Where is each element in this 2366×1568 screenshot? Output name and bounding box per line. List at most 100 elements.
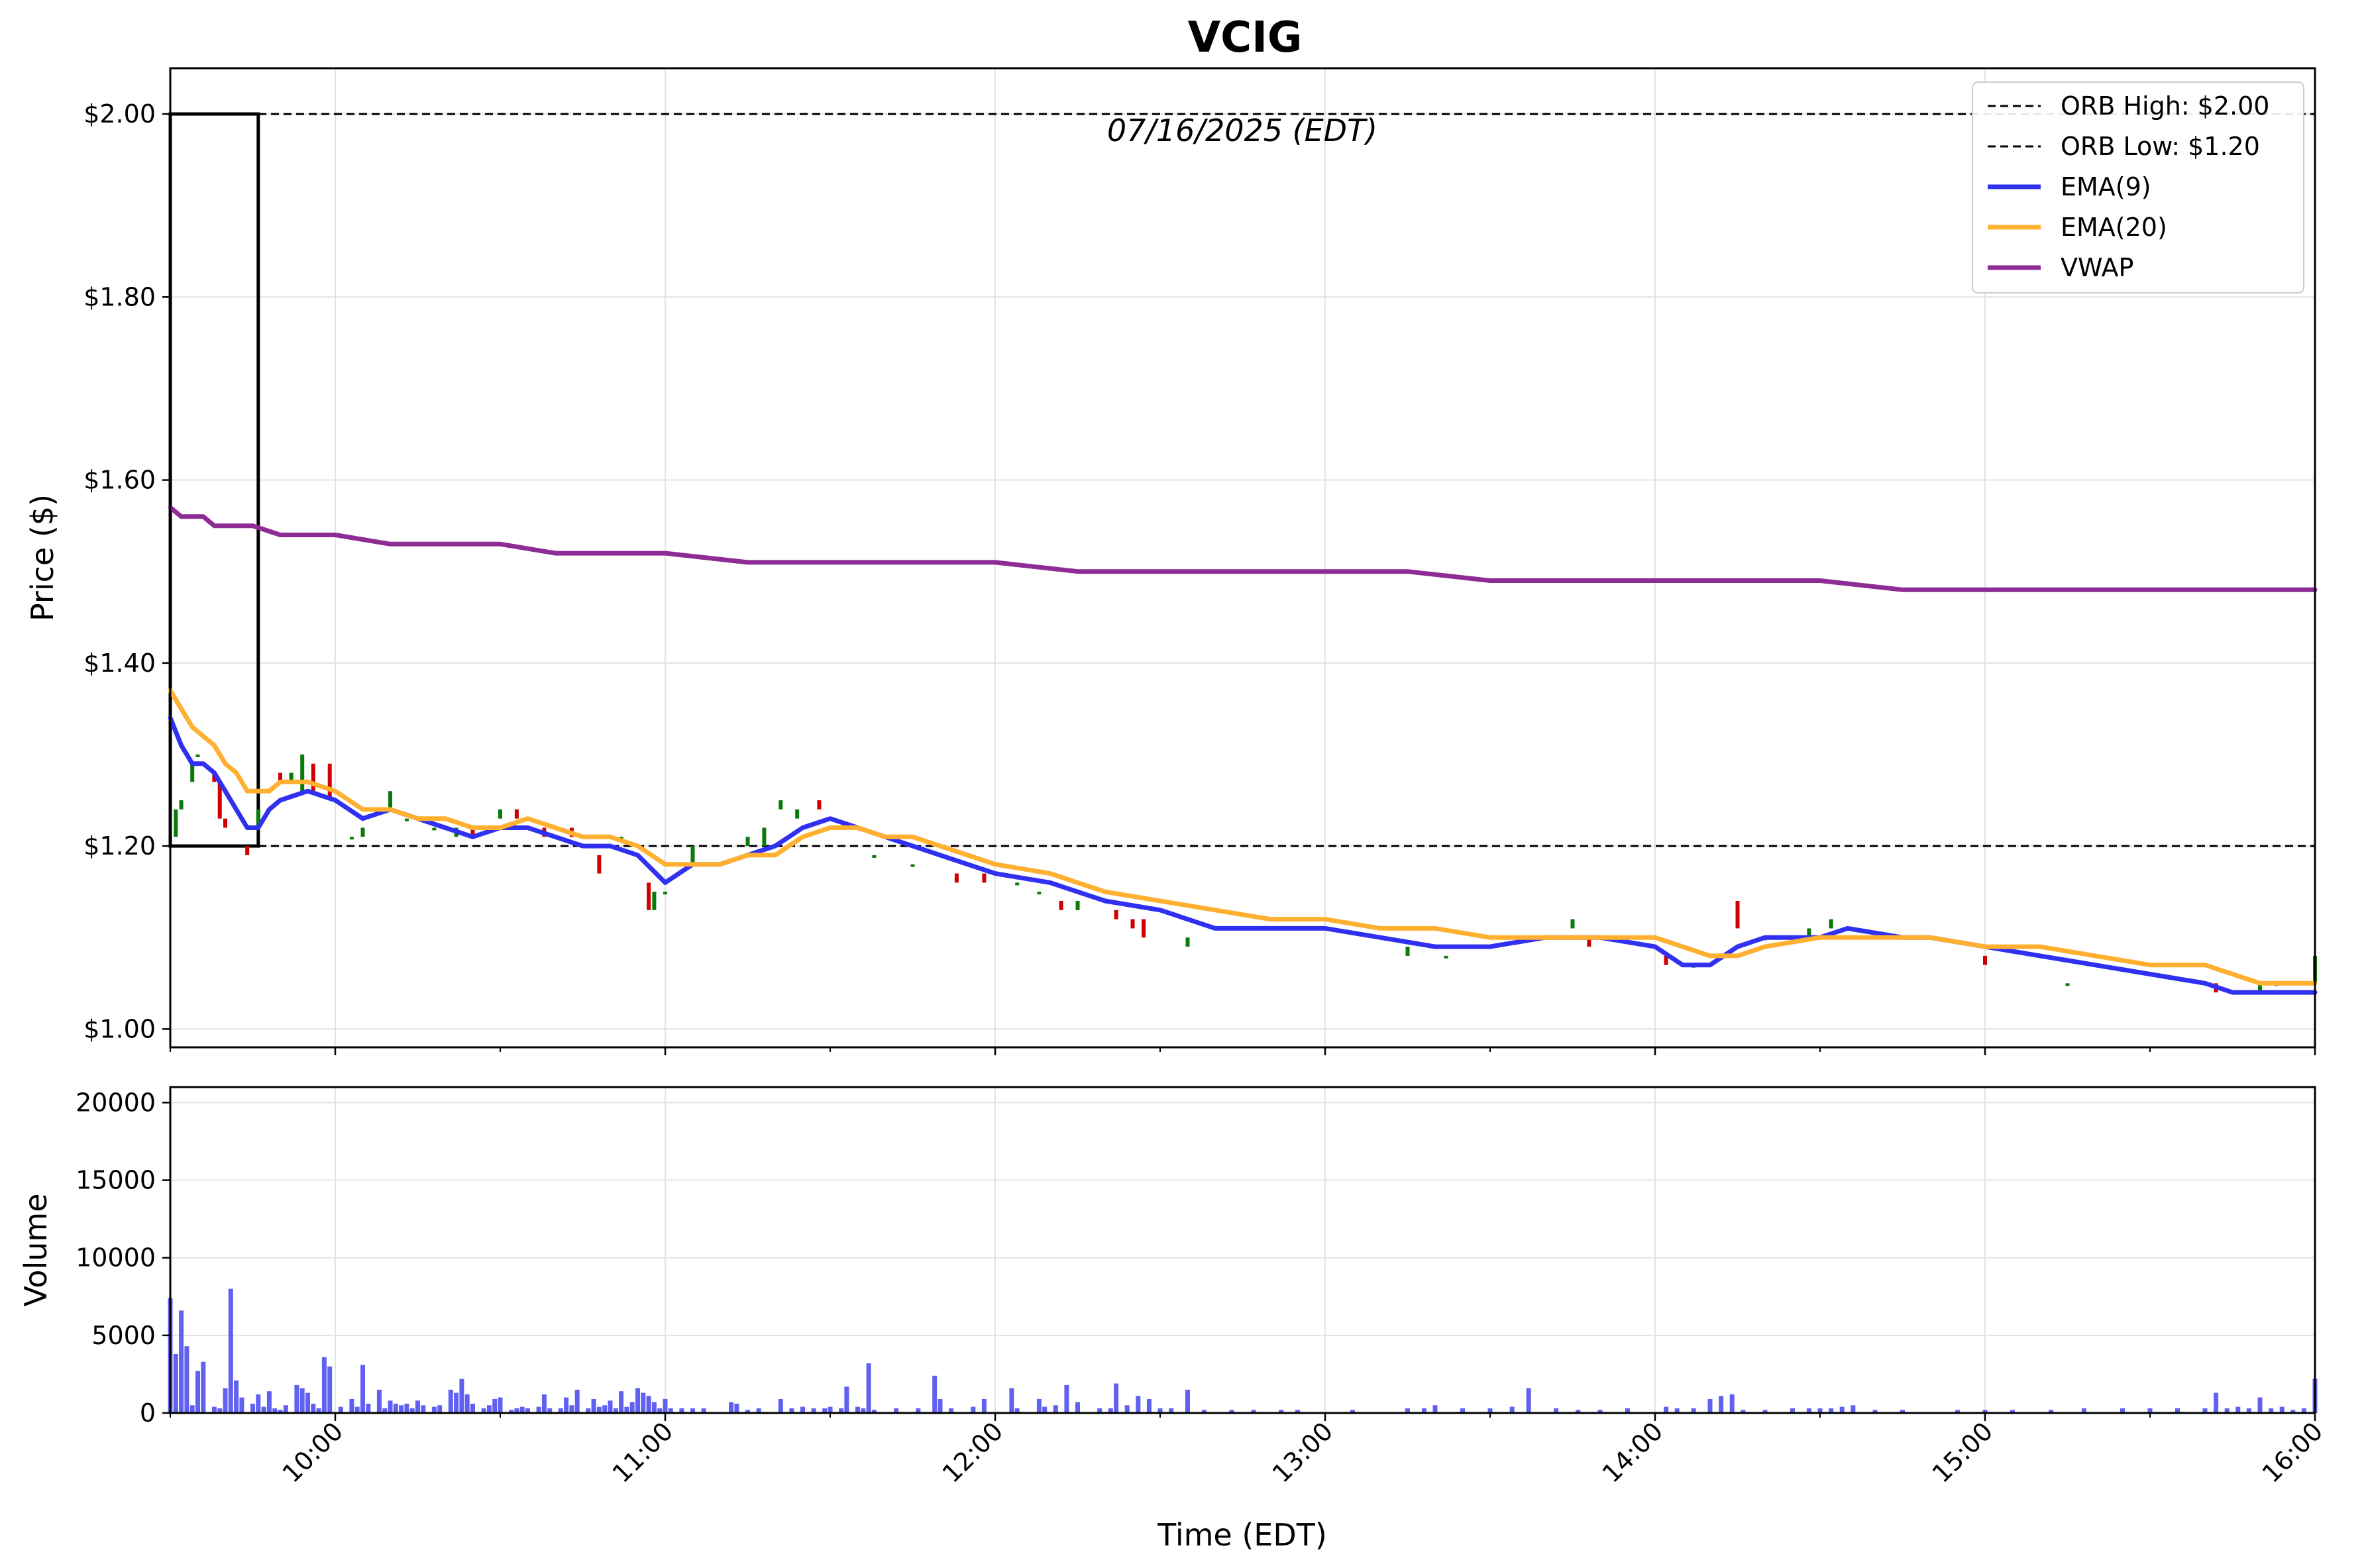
volume-bar bbox=[602, 1405, 608, 1413]
candle bbox=[817, 800, 822, 810]
candle bbox=[311, 763, 315, 792]
volume-bar bbox=[327, 1366, 333, 1413]
volume-bar bbox=[871, 1410, 877, 1413]
volume-bar bbox=[1169, 1408, 1174, 1413]
volume-bar bbox=[679, 1408, 684, 1413]
volume-bar bbox=[1664, 1406, 1669, 1413]
volume-bar bbox=[2279, 1406, 2285, 1413]
volume-bar bbox=[448, 1389, 453, 1413]
candle bbox=[663, 892, 667, 895]
candle bbox=[762, 827, 767, 847]
volume-bar bbox=[437, 1405, 443, 1413]
legend-label-orb-high: ORB High: $2.00 bbox=[2061, 91, 2269, 121]
series-line-vwap bbox=[168, 505, 2318, 592]
candle bbox=[245, 846, 250, 855]
volume-bar bbox=[459, 1379, 464, 1413]
volume-bar bbox=[828, 1406, 833, 1413]
candle bbox=[360, 827, 365, 837]
volume-bar bbox=[1674, 1408, 1680, 1413]
volume-bar bbox=[278, 1410, 283, 1413]
volume-bar bbox=[596, 1406, 602, 1413]
volume-bar bbox=[189, 1405, 195, 1413]
volume-bar bbox=[1955, 1410, 1960, 1413]
volume-bar bbox=[591, 1398, 596, 1413]
volume-bar bbox=[1982, 1410, 1988, 1413]
series-lines bbox=[168, 505, 2318, 995]
volume-bar bbox=[2301, 1408, 2306, 1413]
volume-bar bbox=[1108, 1408, 1113, 1413]
candle bbox=[212, 772, 217, 782]
volume-bar bbox=[756, 1408, 761, 1413]
candle bbox=[278, 772, 282, 782]
volume-bar bbox=[701, 1408, 706, 1413]
volume-bar bbox=[338, 1406, 343, 1413]
candle bbox=[745, 837, 750, 847]
candle bbox=[404, 818, 409, 821]
candle bbox=[982, 873, 987, 883]
candle bbox=[1807, 928, 1811, 938]
volume-bar bbox=[564, 1397, 569, 1413]
volume-bar bbox=[1829, 1408, 1834, 1413]
volume-bar bbox=[1114, 1383, 1119, 1413]
volume-bar bbox=[217, 1408, 223, 1413]
volume-bar bbox=[211, 1406, 217, 1413]
volume-bar bbox=[321, 1357, 327, 1413]
volume-bar bbox=[894, 1408, 899, 1413]
candle bbox=[872, 855, 877, 858]
reference-lines bbox=[170, 113, 2315, 847]
candle bbox=[1114, 910, 1118, 919]
volume-bar bbox=[569, 1405, 574, 1413]
volume-bar bbox=[586, 1408, 591, 1413]
volume-bar bbox=[2257, 1397, 2263, 1413]
volume-bar bbox=[1719, 1396, 1724, 1413]
volume-bar bbox=[266, 1391, 272, 1413]
volume-bar bbox=[228, 1288, 233, 1413]
volume-bar bbox=[1097, 1408, 1102, 1413]
volume-y-tick-label: 15000 bbox=[76, 1166, 156, 1195]
candle bbox=[647, 882, 651, 910]
volume-bar bbox=[734, 1403, 739, 1413]
volume-bar bbox=[916, 1408, 921, 1413]
volume-bar bbox=[1790, 1408, 1795, 1413]
volume-bar bbox=[404, 1403, 409, 1413]
volume-bar bbox=[173, 1353, 178, 1413]
legend: ORB High: $2.00 ORB Low: $1.20 EMA(9) EM… bbox=[1972, 81, 2304, 293]
candle bbox=[1587, 937, 1591, 947]
price-y-tick-label: $2.00 bbox=[83, 99, 156, 129]
volume-bar bbox=[1124, 1405, 1130, 1413]
volume-bar bbox=[690, 1408, 695, 1413]
volume-bar bbox=[2175, 1408, 2180, 1413]
volume-bar bbox=[349, 1398, 354, 1413]
volume-bar bbox=[294, 1385, 299, 1413]
legend-label-ema20: EMA(20) bbox=[2061, 213, 2167, 242]
volume-bar bbox=[1729, 1394, 1735, 1413]
candle bbox=[954, 873, 959, 883]
volume-bar bbox=[399, 1405, 404, 1413]
candle bbox=[470, 827, 475, 837]
volume-bar bbox=[299, 1388, 305, 1413]
volume-bar bbox=[256, 1394, 261, 1413]
volume-bar bbox=[525, 1408, 530, 1413]
candle bbox=[1185, 937, 1190, 947]
volume-bar bbox=[541, 1394, 547, 1413]
volume-bar bbox=[629, 1402, 635, 1413]
volume-bar bbox=[1526, 1388, 1531, 1413]
candle bbox=[1735, 900, 1740, 929]
candle bbox=[349, 837, 354, 840]
volume-bar bbox=[800, 1406, 805, 1413]
price-y-tick-label: $1.60 bbox=[83, 466, 156, 495]
volume-bar bbox=[619, 1391, 624, 1413]
candle bbox=[1829, 919, 1833, 929]
volume-bar bbox=[536, 1406, 541, 1413]
volume-bar bbox=[822, 1408, 828, 1413]
candle bbox=[1664, 955, 1668, 965]
volume-bar bbox=[1421, 1408, 1426, 1413]
volume-bar bbox=[745, 1410, 750, 1413]
candle bbox=[2258, 983, 2262, 993]
volume-bar bbox=[431, 1406, 437, 1413]
volume-bar bbox=[855, 1406, 860, 1413]
volume-bar bbox=[1597, 1410, 1603, 1413]
volume-bar bbox=[354, 1406, 360, 1413]
volume-bar bbox=[1554, 1408, 1559, 1413]
